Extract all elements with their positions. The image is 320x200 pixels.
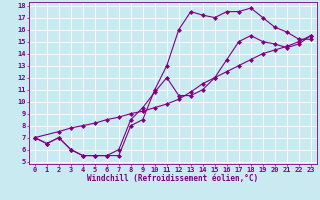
X-axis label: Windchill (Refroidissement éolien,°C): Windchill (Refroidissement éolien,°C) bbox=[87, 174, 258, 183]
